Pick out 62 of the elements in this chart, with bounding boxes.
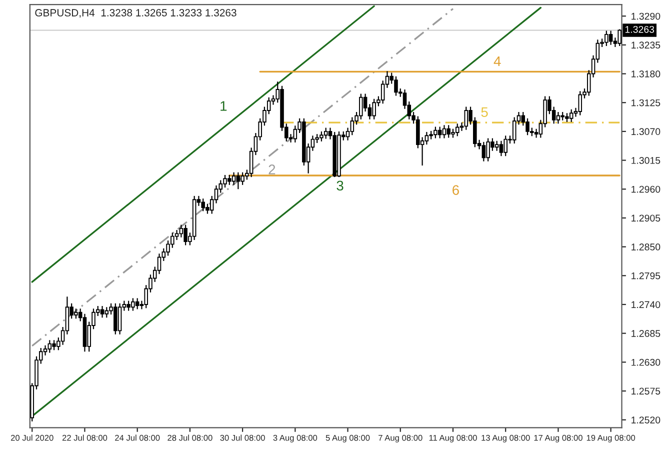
- candlestick: [174, 229, 179, 241]
- y-tick-label: 1.3235: [632, 42, 660, 49]
- candlestick: [100, 305, 104, 318]
- y-tick-label: 1.2685: [632, 330, 660, 337]
- series-label: 5: [481, 107, 488, 118]
- chart-title: GBPUSD,H4 1.3238 1.3265 1.3233 1.3263: [35, 9, 236, 18]
- y-tick-label: 1.3180: [632, 70, 660, 78]
- candlestick: [232, 172, 236, 186]
- series-label: 2: [268, 164, 276, 174]
- y-tick-label: 1.2575: [632, 388, 660, 395]
- series-label: 4: [494, 56, 501, 66]
- candlestick: [135, 298, 140, 310]
- candlestick: [350, 116, 354, 136]
- candlestick: [48, 340, 52, 354]
- y-tick-label: 1.3070: [632, 128, 660, 136]
- x-tick-label: 3 Aug 08:00: [273, 434, 318, 442]
- y-tick-label: 1.2850: [632, 244, 660, 250]
- candlestick: [499, 140, 504, 157]
- series-label: 6: [452, 185, 459, 195]
- candlestick: [442, 124, 446, 139]
- candlestick: [455, 123, 460, 137]
- candlestick: [380, 80, 385, 104]
- candlestick: [157, 253, 162, 275]
- candlestick: [556, 111, 560, 124]
- candlestick: [464, 106, 468, 130]
- y-tick-label: 1.3290: [632, 12, 660, 20]
- y-tick-label: 1.2520: [632, 416, 660, 424]
- candlestick: [324, 127, 328, 140]
- series-label: 3: [336, 180, 344, 191]
- candlestick: [569, 108, 574, 123]
- candlestick: [363, 93, 368, 112]
- candlestick: [608, 30, 613, 46]
- x-tick-label: 13 Aug 08:00: [482, 434, 530, 442]
- candlestick: [438, 126, 442, 139]
- candlestick: [118, 302, 122, 335]
- x-tick-label: 7 Aug 08:00: [378, 434, 422, 442]
- candlestick: [482, 141, 486, 162]
- x-tick-label: 11 Aug 08:00: [429, 434, 477, 442]
- x-tick-label: 24 Jul 08:00: [115, 434, 160, 441]
- candlestick: [424, 131, 429, 146]
- y-tick-label: 1.3125: [632, 99, 660, 106]
- x-tick-label: 22 Jul 08:00: [62, 434, 108, 441]
- x-tick-label: 28 Jul 08:00: [168, 434, 212, 441]
- y-tick-label: 1.2740: [632, 301, 660, 308]
- series-label: 1: [220, 101, 227, 111]
- ref-line-label: 1.3263: [625, 26, 654, 33]
- candlestick: [578, 90, 582, 116]
- candlestick: [104, 306, 109, 318]
- candlestick: [293, 125, 298, 144]
- y-tick-label: 1.2630: [632, 358, 660, 366]
- candlestick: [236, 172, 240, 190]
- x-tick-label: 30 Jul 08:00: [220, 434, 265, 441]
- y-tick-label: 1.2795: [632, 272, 660, 280]
- x-tick-label: 20 Jul 2020: [10, 434, 54, 441]
- x-tick-label: 19 Aug 08:00: [586, 434, 636, 442]
- x-tick-label: 17 Aug 08:00: [534, 434, 582, 442]
- x-tick-label: 5 Aug 08:00: [326, 434, 370, 442]
- y-tick-label: 1.3015: [632, 157, 660, 164]
- candlestick: [494, 140, 499, 152]
- y-tick-label: 1.2960: [632, 186, 660, 193]
- candlestick: [179, 224, 184, 238]
- y-tick-label: 1.2905: [632, 214, 660, 222]
